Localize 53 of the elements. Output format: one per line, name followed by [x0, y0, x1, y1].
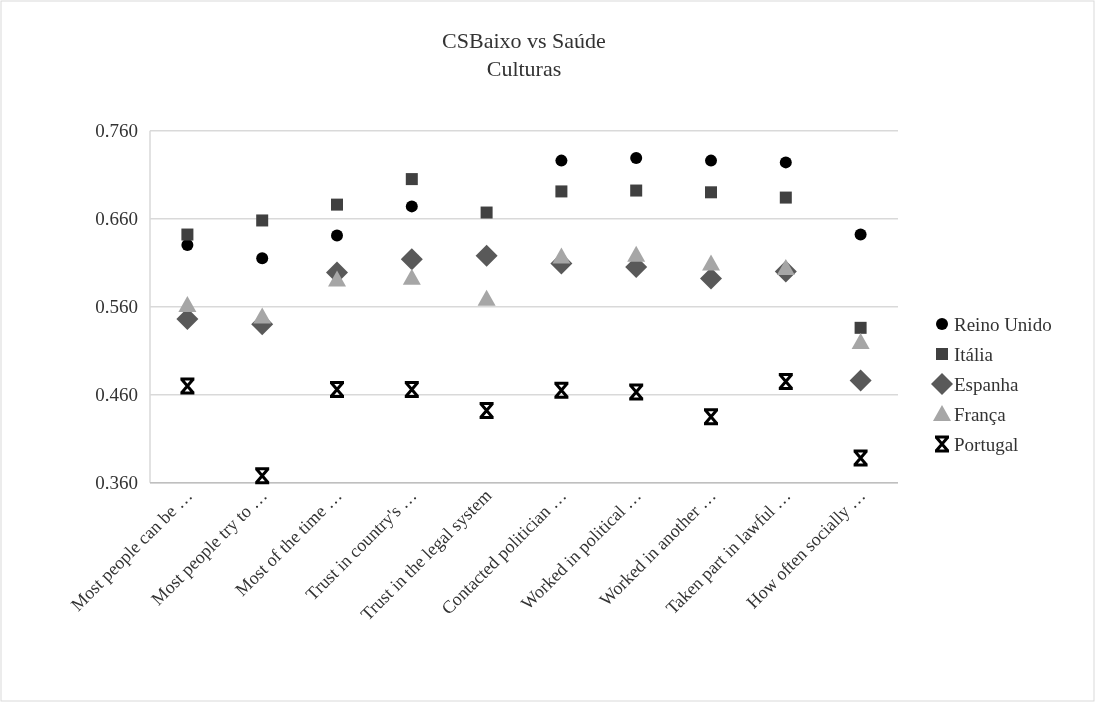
point — [181, 228, 194, 241]
point — [405, 200, 418, 213]
point — [630, 151, 643, 164]
point — [851, 332, 870, 349]
point — [555, 185, 568, 198]
point — [328, 270, 346, 287]
point — [253, 467, 271, 485]
y-tick-label: 0.760 — [95, 120, 138, 142]
chart-title: CSBaixo vs Saúde — [442, 28, 606, 53]
point — [256, 214, 269, 227]
legend-label: Espanha — [954, 373, 1019, 395]
y-tick-label: 0.660 — [95, 208, 138, 230]
point — [627, 383, 645, 401]
point — [178, 295, 197, 312]
point — [403, 380, 421, 398]
point — [702, 254, 720, 271]
legend-label: França — [954, 403, 1007, 425]
point — [555, 154, 568, 167]
y-tick-label: 0.460 — [95, 384, 138, 406]
point — [400, 248, 423, 271]
point — [854, 228, 867, 241]
chart-subtitle: Culturas — [486, 56, 562, 81]
point — [478, 402, 496, 420]
point — [552, 381, 570, 399]
y-tick-label: 0.560 — [95, 296, 138, 318]
point — [402, 268, 421, 285]
point — [849, 369, 872, 392]
point — [779, 191, 792, 204]
point — [777, 373, 795, 390]
point — [702, 408, 720, 426]
point — [331, 198, 343, 211]
point — [256, 252, 269, 265]
point — [779, 156, 792, 169]
point — [705, 186, 717, 199]
point — [178, 377, 196, 395]
point — [705, 154, 717, 167]
point — [331, 229, 343, 242]
point — [552, 247, 571, 264]
legend-label: Itália — [954, 343, 994, 365]
point — [328, 380, 346, 398]
legend-label: Reino Unido — [954, 313, 1052, 335]
point — [776, 258, 795, 275]
point — [253, 307, 272, 324]
point — [475, 244, 498, 267]
legend-label: Portugal — [954, 433, 1019, 455]
point — [854, 321, 867, 334]
point — [627, 245, 646, 262]
point — [405, 173, 418, 186]
point — [630, 184, 643, 197]
point — [477, 289, 496, 306]
y-tick-label: 0.360 — [95, 472, 138, 494]
point — [480, 206, 493, 219]
point — [852, 449, 870, 467]
